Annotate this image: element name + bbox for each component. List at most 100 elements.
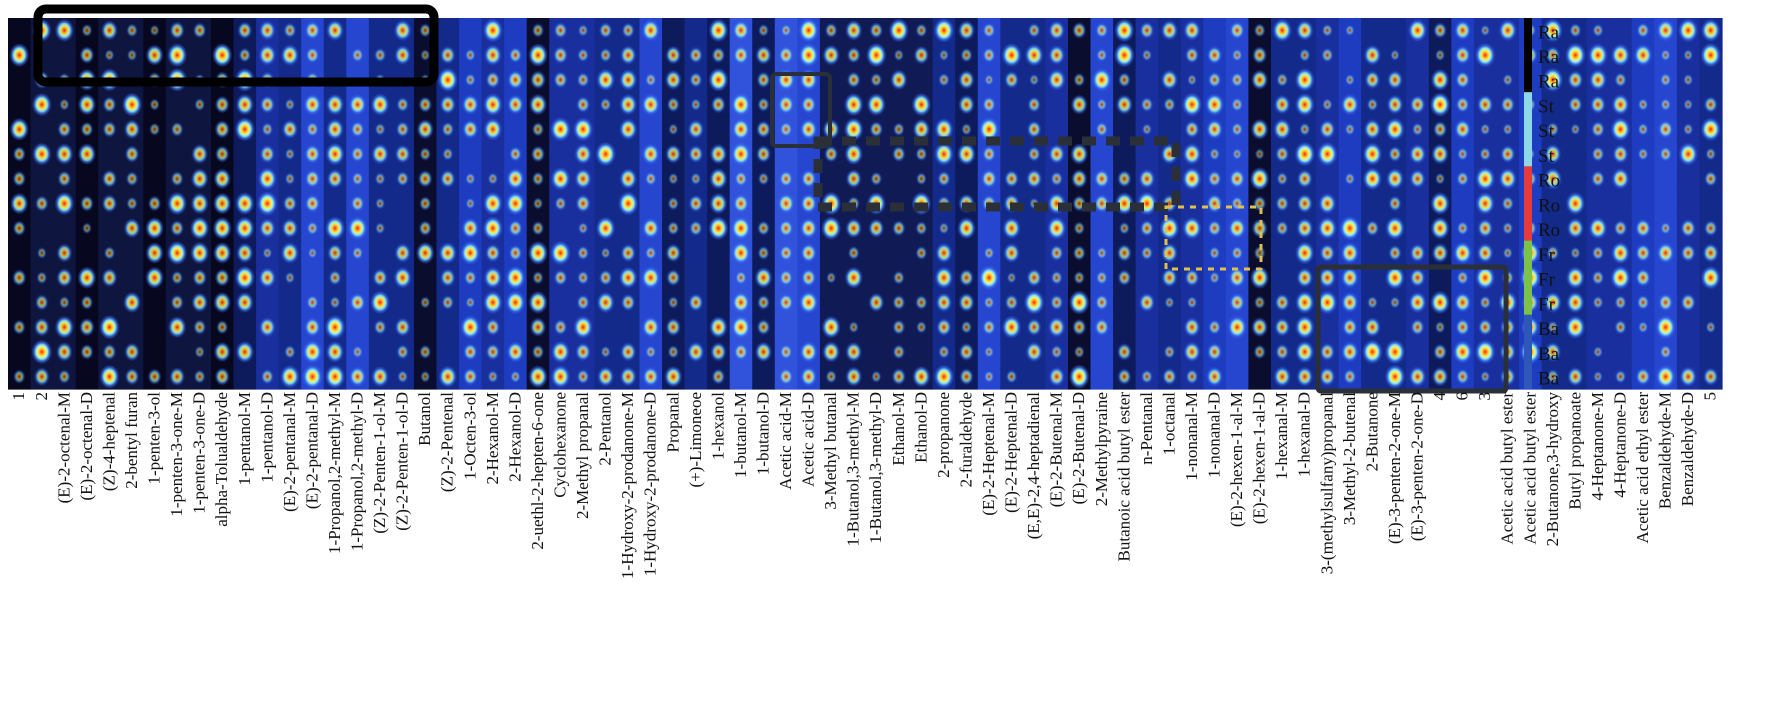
heatmap-cell (1699, 339, 1723, 365)
heatmap-cell (1586, 92, 1610, 118)
heatmap-cell (1676, 290, 1701, 316)
heatmap-cell (932, 166, 956, 192)
heatmap-cell (1000, 364, 1024, 390)
heatmap-cell (729, 116, 753, 143)
heatmap-cell (1225, 265, 1249, 291)
heatmap-cell (481, 116, 505, 143)
heatmap-cell (1135, 290, 1159, 316)
heatmap-cell (887, 215, 911, 242)
heatmap-cell (1676, 141, 1701, 167)
heatmap-cell (278, 265, 302, 291)
heatmap-cell (1045, 92, 1069, 118)
heatmap-cell (1451, 116, 1475, 143)
heatmap-cell (1699, 290, 1723, 316)
column-label: 5 (1701, 392, 1720, 401)
heatmap-cell (910, 141, 934, 167)
heatmap-cell (481, 240, 505, 266)
heatmap-cell (662, 215, 686, 242)
heatmap-cell (865, 42, 889, 69)
heatmap-cell (1361, 290, 1385, 316)
heatmap-cell (1225, 314, 1249, 341)
heatmap-cell (594, 240, 618, 266)
heatmap-cell (662, 92, 686, 118)
column-label: 4 (1430, 392, 1449, 401)
heatmap-cell (684, 290, 708, 316)
column-label: 1 (9, 392, 28, 401)
heatmap-cell (1203, 92, 1227, 118)
heatmap-cell (549, 42, 573, 69)
heatmap-cell (233, 364, 257, 390)
heatmap-cell (684, 116, 708, 143)
heatmap-cell (301, 18, 325, 44)
heatmap-cell (526, 141, 550, 167)
heatmap-cell (1316, 92, 1340, 118)
row-label: St (1538, 121, 1555, 142)
heatmap-cell (1067, 18, 1092, 44)
heatmap-cell (1406, 116, 1430, 143)
heatmap-cell (301, 166, 325, 192)
heatmap-cell (684, 67, 708, 93)
heatmap-cell (616, 265, 641, 291)
heatmap-cell (865, 215, 889, 242)
column-label: (E,E)-2,4-heptadienal (1024, 392, 1043, 540)
heatmap-cell (481, 191, 505, 217)
heatmap-cell (639, 290, 663, 316)
heatmap-cell (707, 141, 731, 167)
heatmap-cell (1586, 67, 1610, 93)
heatmap-cell (1338, 67, 1362, 93)
heatmap-cell (1676, 191, 1701, 217)
heatmap-cell (1180, 191, 1204, 217)
heatmap-cell (594, 166, 618, 192)
heatmap-cell (549, 191, 573, 217)
heatmap-cell (1090, 18, 1114, 44)
heatmap-cell (1316, 290, 1340, 316)
heatmap-cell (594, 67, 618, 93)
heatmap-cell (571, 116, 595, 143)
heatmap-cell (165, 191, 190, 217)
heatmap-cell (1564, 215, 1588, 242)
heatmap-cell (30, 116, 54, 143)
row-label: Ro (1538, 195, 1560, 216)
heatmap-cell (684, 191, 708, 217)
heatmap-cell (842, 265, 866, 291)
heatmap-cell (932, 314, 956, 341)
heatmap-cell (910, 67, 934, 93)
heatmap-cell (1473, 141, 1498, 167)
heatmap-cell (1113, 141, 1137, 167)
heatmap-cell (233, 166, 257, 192)
heatmap-cell (368, 265, 392, 291)
row-group-swatch (1524, 314, 1532, 389)
heatmap-cell (662, 265, 686, 291)
heatmap-cell (1203, 240, 1227, 266)
heatmap-cell (1022, 166, 1047, 192)
heatmap-cell (819, 265, 844, 291)
heatmap-cell (143, 42, 167, 69)
heatmap-cell (278, 215, 302, 242)
heatmap-cell (1473, 166, 1498, 192)
heatmap-cell (75, 364, 99, 390)
heatmap-cell (1473, 116, 1498, 143)
heatmap-cell (639, 92, 663, 118)
heatmap-cell (188, 290, 212, 316)
column-label: 2-Butanone (1362, 392, 1381, 471)
column-label: (E)-2-Heptenal-M (979, 392, 998, 516)
heatmap-cell (1113, 18, 1137, 44)
heatmap-cell (729, 339, 753, 365)
heatmap-cell (1383, 166, 1407, 192)
heatmap-cell (1022, 314, 1047, 341)
heatmap-cell (729, 67, 753, 93)
heatmap-cell (1451, 215, 1475, 242)
heatmap-cell (1496, 166, 1520, 192)
heatmap-cell (684, 339, 708, 365)
column-label: 3-(methylsulfany)propanal (1317, 392, 1336, 574)
heatmap-cell (549, 215, 573, 242)
heatmap-cell (165, 141, 190, 167)
heatmap-cell (571, 314, 595, 341)
column-label: 1-butanol-M (731, 392, 750, 478)
heatmap-cell (1000, 166, 1024, 192)
heatmap-cell (1248, 141, 1272, 167)
heatmap-cell (8, 141, 32, 167)
heatmap-cell (1000, 42, 1024, 69)
heatmap-cell (1361, 265, 1385, 291)
heatmap-cell (323, 42, 347, 69)
